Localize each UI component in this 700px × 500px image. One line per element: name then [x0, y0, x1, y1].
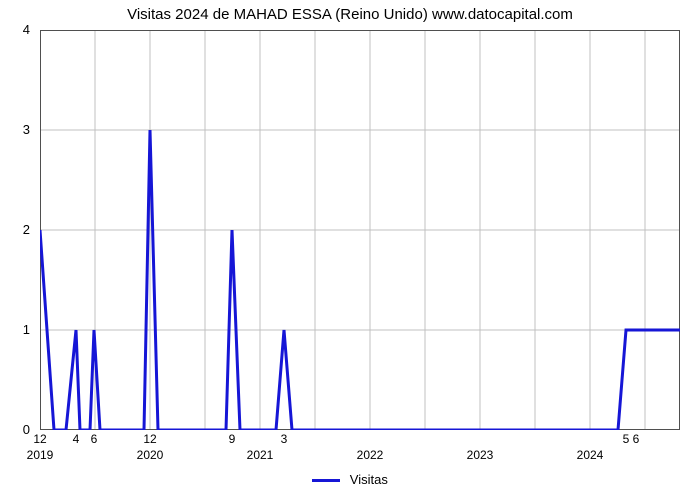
- legend-label: Visitas: [350, 472, 388, 487]
- y-tick-label: 1: [23, 322, 30, 337]
- legend-swatch: [312, 479, 340, 482]
- x-subtick-label: 5: [623, 432, 630, 446]
- legend: Visitas: [0, 472, 700, 487]
- x-subtick-label: 12: [143, 432, 156, 446]
- x-year-label: 2019: [27, 448, 54, 462]
- chart-title: Visitas 2024 de MAHAD ESSA (Reino Unido)…: [0, 0, 700, 23]
- y-tick-label: 2: [23, 222, 30, 237]
- x-subtick-label: 3: [281, 432, 288, 446]
- x-year-label: 2024: [577, 448, 604, 462]
- x-subtick-label: 4: [73, 432, 80, 446]
- x-subtick-label: 6: [91, 432, 98, 446]
- y-tick-label: 0: [23, 422, 30, 437]
- y-tick-label: 4: [23, 22, 30, 37]
- x-year-label: 2020: [137, 448, 164, 462]
- chart-svg: [40, 30, 680, 430]
- x-year-label: 2023: [467, 448, 494, 462]
- x-subtick-label: 9: [229, 432, 236, 446]
- x-year-label: 2021: [247, 448, 274, 462]
- y-axis-labels: 01234: [0, 30, 36, 430]
- x-subtick-label: 6: [633, 432, 640, 446]
- x-year-label: 2022: [357, 448, 384, 462]
- y-tick-label: 3: [23, 122, 30, 137]
- plot-area: [40, 30, 680, 430]
- x-subtick-label: 12: [33, 432, 46, 446]
